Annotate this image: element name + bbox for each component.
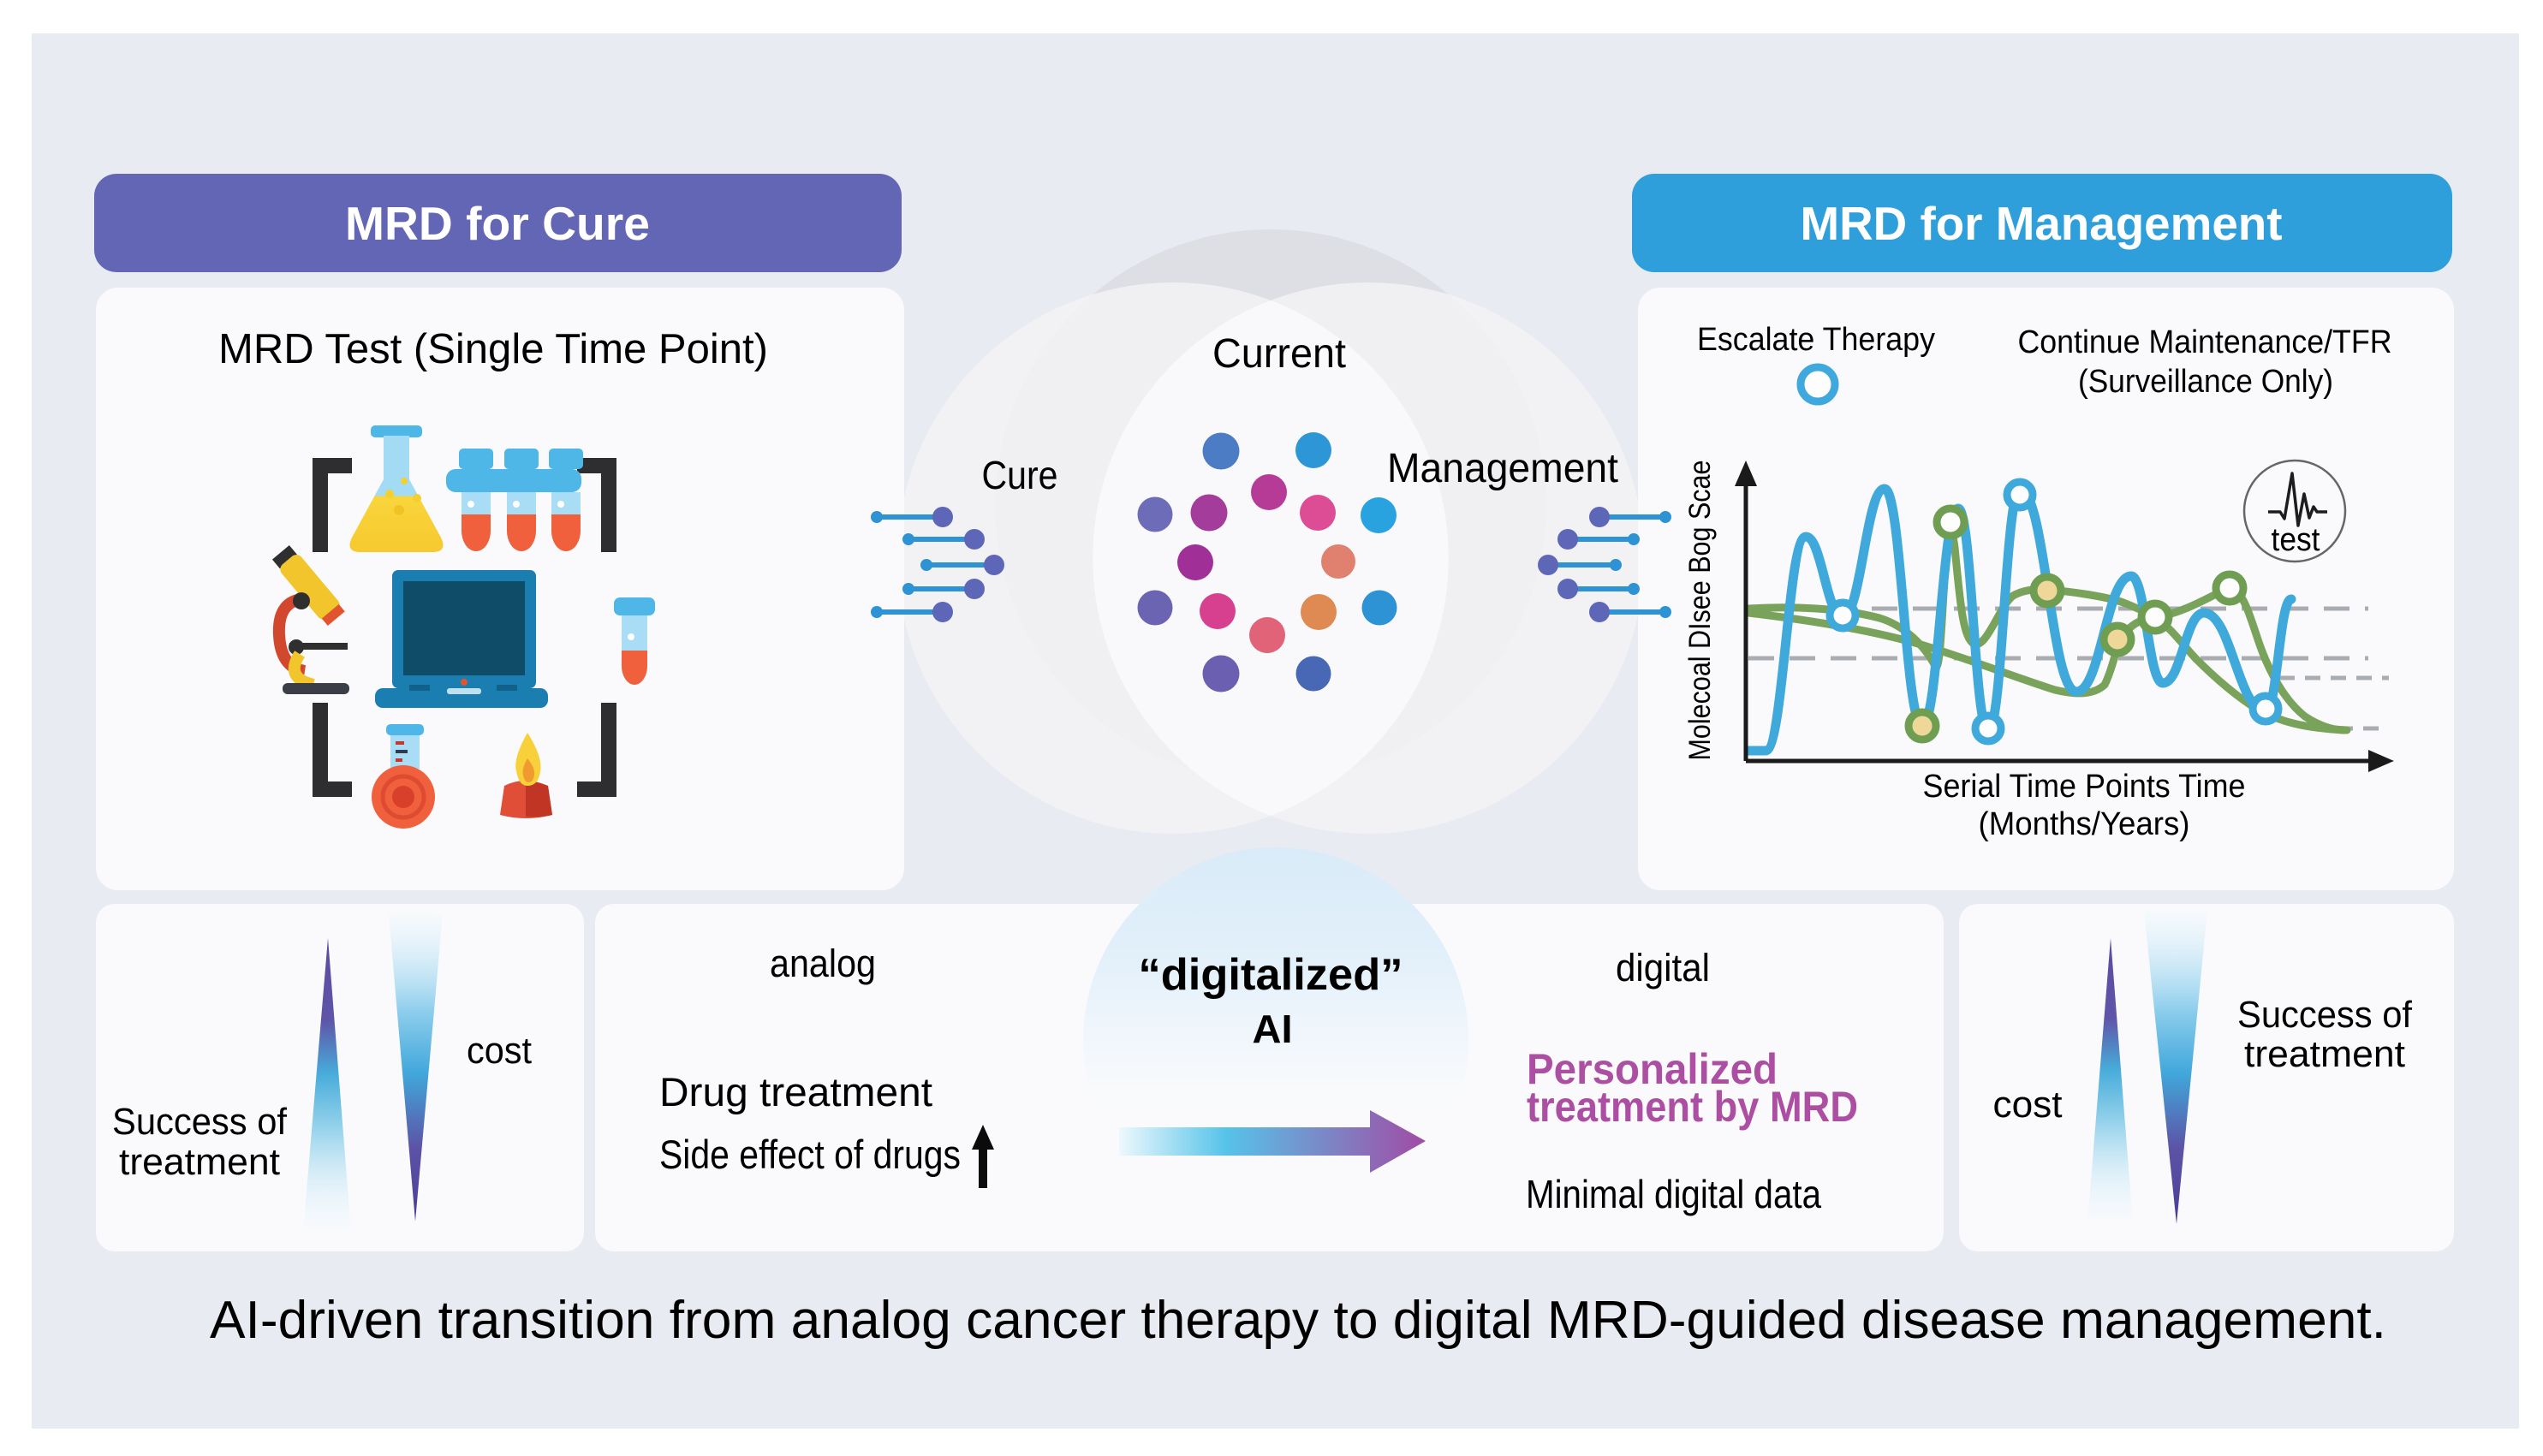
svg-text:treatment: treatment — [119, 1141, 280, 1183]
svg-text:cost: cost — [1993, 1084, 2063, 1126]
svg-text:MRD Test (Single Time Point): MRD Test (Single Time Point) — [218, 326, 768, 372]
svg-text:Minimal digital data: Minimal digital data — [1526, 1172, 1821, 1216]
svg-text:Escalate Therapy: Escalate Therapy — [1697, 322, 1935, 358]
svg-text:Cure: Cure — [982, 453, 1058, 497]
svg-text:Drug treatment: Drug treatment — [659, 1069, 932, 1114]
svg-text:MRD for Management: MRD for Management — [1801, 197, 2283, 250]
svg-text:(Months/Years): (Months/Years) — [1979, 806, 2190, 842]
svg-text:AI-driven transition from anal: AI-driven transition from analog cancer … — [210, 1291, 2386, 1350]
svg-text:Success of: Success of — [112, 1101, 288, 1143]
svg-text:Serial Time Points Time: Serial Time Points Time — [1923, 769, 2246, 805]
svg-text:test: test — [2272, 522, 2320, 558]
svg-text:treatment: treatment — [2244, 1033, 2405, 1075]
svg-text:Current: Current — [1212, 331, 1346, 377]
svg-text:analog: analog — [770, 942, 876, 985]
svg-text:Success of: Success of — [2237, 994, 2413, 1036]
svg-text:treatment by MRD: treatment by MRD — [1527, 1083, 1858, 1131]
svg-text:Management: Management — [1387, 446, 1618, 491]
svg-text:(Surveillance Only): (Surveillance Only) — [2078, 364, 2333, 400]
svg-text:digital: digital — [1616, 946, 1710, 989]
svg-text:Personalized: Personalized — [1527, 1045, 1778, 1093]
svg-text:Molecoal DIsee Bog Scae: Molecoal DIsee Bog Scae — [1683, 461, 1717, 761]
svg-text:“digitalized”: “digitalized” — [1139, 950, 1403, 1000]
svg-text:cost: cost — [467, 1030, 532, 1072]
svg-text:AI: AI — [1253, 1007, 1293, 1051]
svg-text:Side effect of drugs: Side effect of drugs — [659, 1132, 961, 1177]
svg-text:MRD for Cure: MRD for Cure — [345, 197, 650, 250]
svg-text:Continue Maintenance/TFR: Continue Maintenance/TFR — [2018, 324, 2392, 360]
